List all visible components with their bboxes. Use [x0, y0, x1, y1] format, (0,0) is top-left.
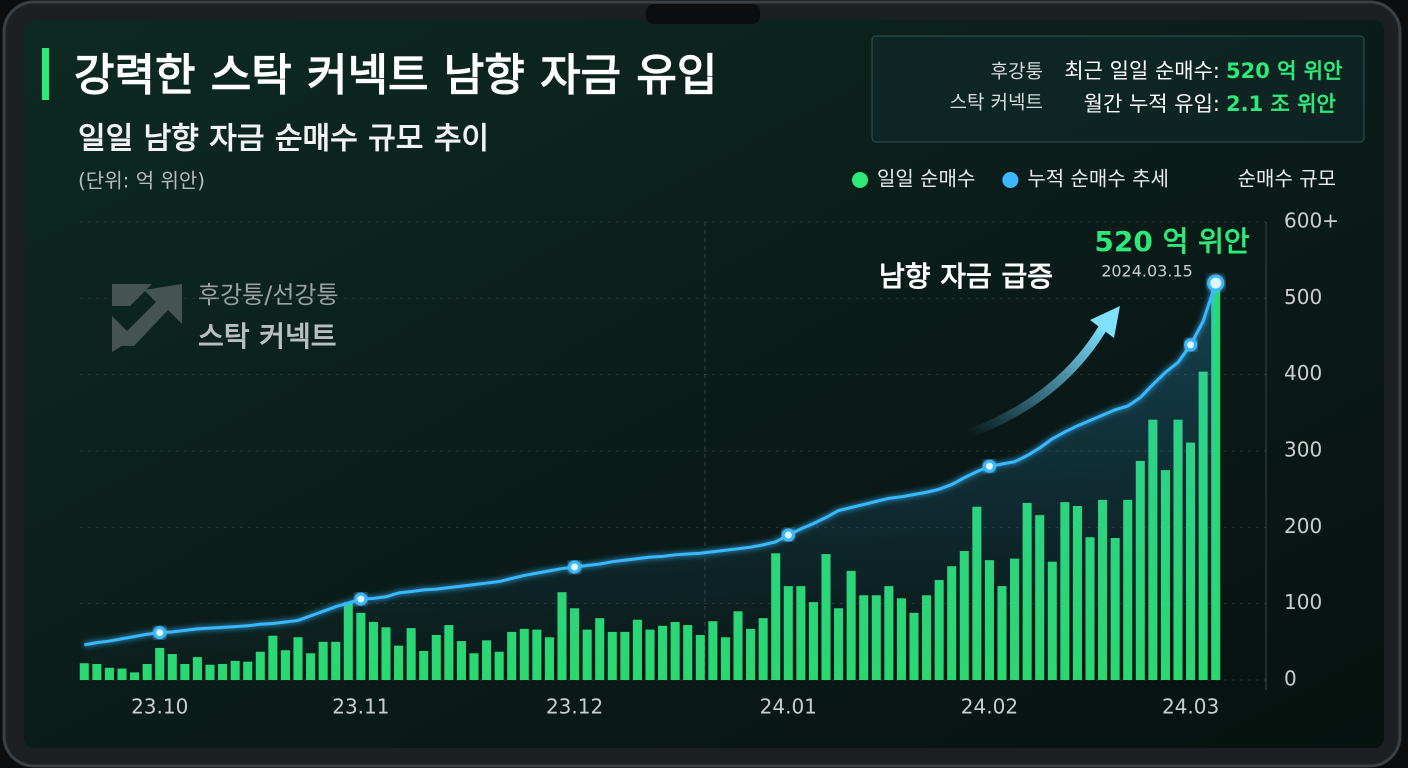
y-tick-label: 100 — [1284, 590, 1322, 614]
y-tick-label: 300 — [1284, 438, 1322, 462]
callout: 남향 자금 급증 — [879, 260, 1053, 293]
trend-point — [982, 459, 996, 473]
trend-point — [1184, 338, 1198, 352]
legend-swatch — [852, 172, 868, 188]
x-tick-label: 24.02 — [961, 695, 1018, 719]
title-accent — [42, 48, 49, 100]
y-axis-title: 순매수 규모 — [1238, 167, 1336, 191]
subtitle: 일일 남향 자금 순매수 규모 추이 — [78, 122, 489, 157]
line-area — [84, 283, 1216, 680]
stats-label: 월간 누적 유입: — [1084, 92, 1220, 116]
logo-text: 후강퉁/선강퉁 — [198, 281, 339, 309]
callout-arrow — [963, 321, 1109, 439]
legend-swatch — [1002, 172, 1019, 188]
logo-text: 스탁 커넥트 — [198, 320, 337, 353]
y-tick-label: 0 — [1284, 667, 1297, 691]
trend-line — [84, 282, 1218, 647]
y-tick-label: 600+ — [1284, 209, 1339, 233]
callout-arrowhead — [1090, 306, 1120, 338]
trend-point — [568, 560, 582, 574]
trend-point — [781, 528, 795, 542]
x-tick-label: 24.01 — [760, 695, 817, 719]
x-tick-label: 23.10 — [131, 695, 188, 719]
camera-notch — [646, 4, 760, 24]
y-tick-label: 400 — [1284, 361, 1322, 385]
y-tick-label: 500 — [1284, 285, 1322, 309]
x-tick-label: 23.12 — [546, 695, 603, 719]
bar — [1211, 283, 1221, 680]
stats-tag: 스탁 커넥트 — [950, 92, 1043, 114]
peak-label: 520 억 위안 — [1094, 225, 1249, 258]
peak-date: 2024.03.15 — [1101, 262, 1193, 281]
logo-icon — [112, 284, 182, 352]
stats-tag: 후강퉁 — [991, 61, 1043, 83]
legend-label: 누적 순매수 추세 — [1027, 167, 1169, 191]
stats-value: 520 억 위안 — [1226, 59, 1342, 83]
legend-label: 일일 순매수 — [877, 167, 975, 191]
stats-box — [871, 35, 1365, 143]
trend-point — [153, 626, 167, 640]
x-tick-label: 24.03 — [1162, 695, 1219, 719]
stats-label: 최근 일일 순매수: — [1064, 59, 1220, 83]
title: 강력한 스탁 커넥트 남향 자금 유입 — [74, 50, 717, 101]
trend-point — [354, 592, 368, 606]
y-tick-label: 200 — [1284, 514, 1322, 538]
x-tick-label: 23.11 — [332, 695, 389, 719]
unit: (단위: 억 위안) — [78, 169, 205, 193]
stats-value: 2.1 조 위안 — [1226, 92, 1336, 116]
trend-point — [1207, 274, 1225, 292]
